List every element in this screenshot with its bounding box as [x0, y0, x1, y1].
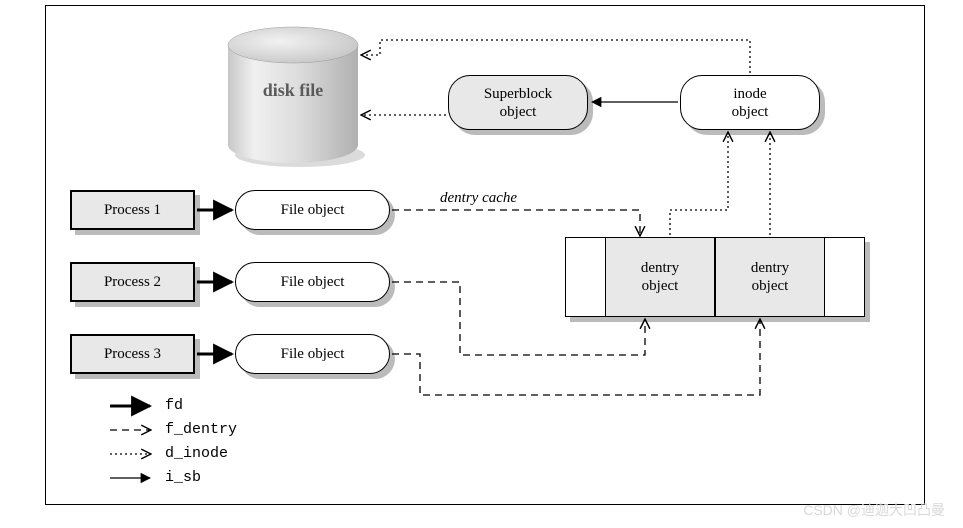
dentry-object-1: dentry object: [605, 237, 715, 317]
legend-fd: fd: [165, 397, 183, 414]
legend-d-inode: d_inode: [165, 445, 228, 462]
process-1-label: Process 1: [104, 202, 161, 219]
process-2-label: Process 2: [104, 274, 161, 291]
process-1: Process 1: [70, 190, 195, 230]
dentry-2-label: dentry object: [751, 259, 789, 295]
disk-label: disk file: [228, 80, 358, 101]
file-1-label: File object: [281, 201, 345, 219]
inode-label: inode object: [732, 85, 769, 121]
dentry-1-label: dentry object: [641, 259, 679, 295]
dentry-cache-label: dentry cache: [440, 190, 517, 207]
diagram-canvas: disk file Superblock object inode object…: [0, 0, 963, 528]
inode-object: inode object: [680, 75, 820, 130]
file-object-3: File object: [235, 334, 390, 374]
superblock-label: Superblock object: [484, 85, 552, 121]
file-3-label: File object: [281, 345, 345, 363]
watermark: CSDN @迪迦大凹凸曼: [803, 500, 945, 520]
file-object-2: File object: [235, 262, 390, 302]
legend-i-sb: i_sb: [165, 469, 201, 486]
process-2: Process 2: [70, 262, 195, 302]
process-3-label: Process 3: [104, 346, 161, 363]
file-object-1: File object: [235, 190, 390, 230]
superblock-object: Superblock object: [448, 75, 588, 130]
legend-f-dentry: f_dentry: [165, 421, 237, 438]
file-2-label: File object: [281, 273, 345, 291]
dentry-object-2: dentry object: [715, 237, 825, 317]
process-3: Process 3: [70, 334, 195, 374]
